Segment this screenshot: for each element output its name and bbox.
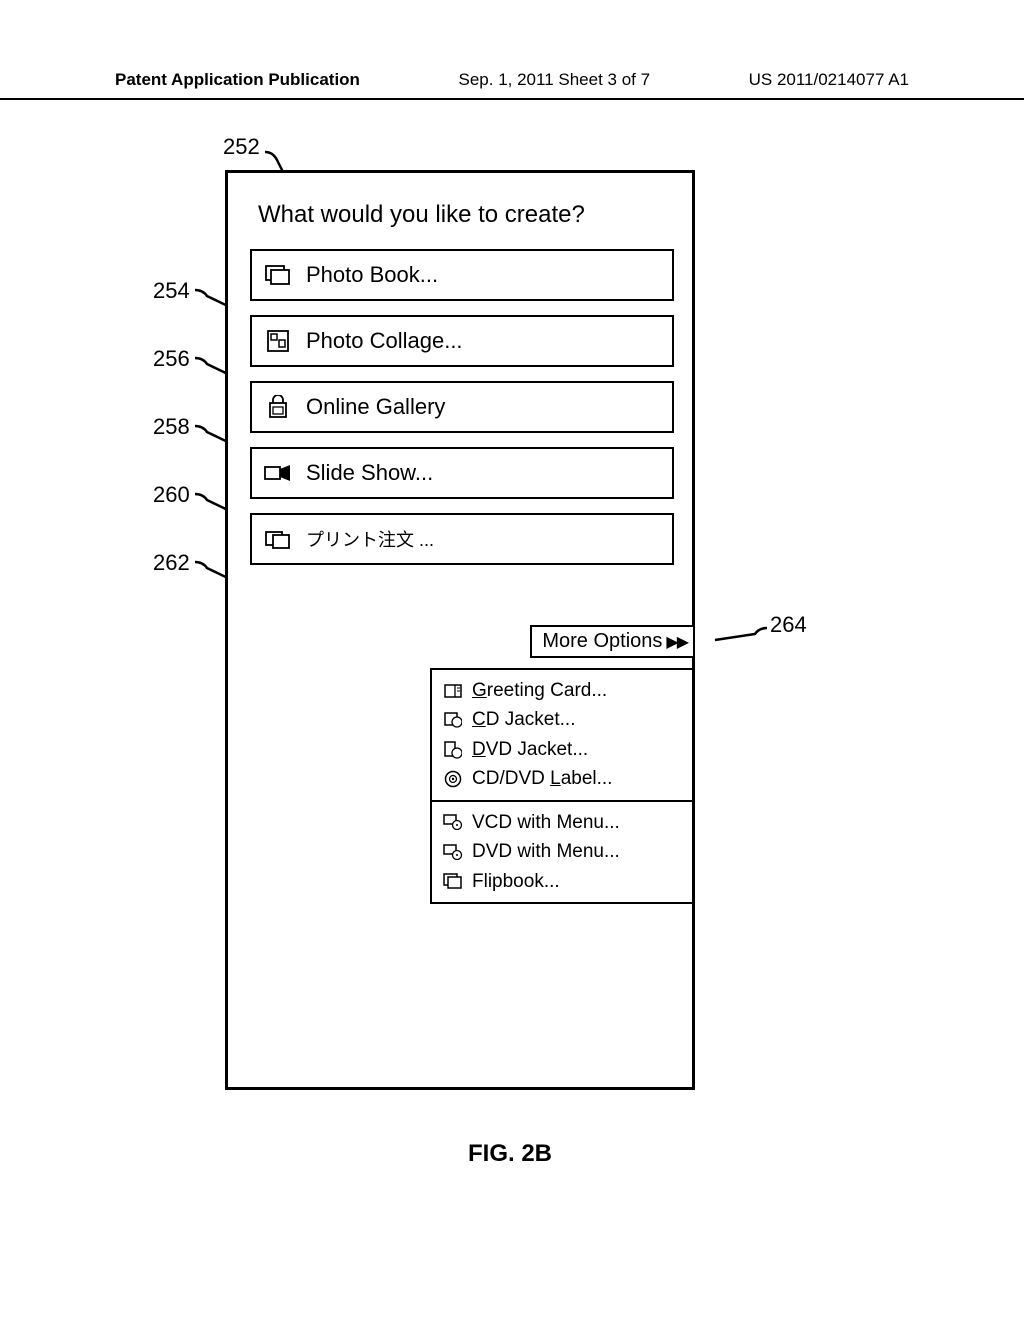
disc-label-icon [442, 770, 464, 788]
opt-label: Slide Show... [306, 460, 433, 486]
dvd-icon [442, 843, 464, 861]
opt-label: Photo Book... [306, 262, 438, 288]
menu-label: CD Jacket... [472, 705, 575, 734]
photo-book-icon [264, 264, 292, 286]
panel-title: What would you like to create? [228, 173, 692, 249]
opt-slide-show[interactable]: Slide Show... [250, 447, 674, 499]
menu-label: Greeting Card... [472, 676, 607, 705]
ref-256: 256 [153, 346, 190, 372]
pubnum: US 2011/0214077 A1 [749, 70, 909, 90]
opt-online-gallery[interactable]: Online Gallery [250, 381, 674, 433]
opt-photo-collage[interactable]: Photo Collage... [250, 315, 674, 367]
flipbook-icon [442, 872, 464, 890]
menu-label: CD/DVD Label... [472, 764, 612, 793]
sheet-label: Sep. 1, 2011 Sheet 3 of 7 [459, 70, 651, 90]
menu-greeting-card[interactable]: Greeting Card... [432, 676, 693, 705]
menu-cd-jacket[interactable]: CD Jacket... [432, 705, 693, 734]
page-header: Patent Application Publication Sep. 1, 2… [0, 70, 1024, 100]
menu-dvd[interactable]: DVD with Menu... [432, 837, 693, 866]
opt-label: プリント注文 ... [306, 526, 434, 552]
opt-label: Photo Collage... [306, 328, 463, 354]
figure-2b: 252 254 256 258 260 262 264 266 What wou… [115, 140, 905, 1180]
chevron-right-icon: ▶▶ [666, 632, 687, 652]
menu-separator [432, 800, 693, 802]
opt-print-order[interactable]: プリント注文 ... [250, 513, 674, 565]
more-label: More Options [542, 630, 662, 653]
ref-252: 252 [223, 134, 260, 160]
photo-collage-icon [264, 330, 292, 352]
ref-262: 262 [153, 550, 190, 576]
menu-label: VCD with Menu... [472, 808, 620, 837]
more-options-menu: Greeting Card... CD Jacket... DVD Jacket… [430, 668, 695, 904]
opt-photo-book[interactable]: Photo Book... [250, 249, 674, 301]
more-options-button[interactable]: More Options ▶▶ [530, 625, 695, 658]
menu-flipbook[interactable]: Flipbook... [432, 867, 693, 896]
greeting-card-icon [442, 682, 464, 700]
menu-dvd-jacket[interactable]: DVD Jacket... [432, 735, 693, 764]
dvd-jacket-icon [442, 741, 464, 759]
menu-cddvd-label[interactable]: CD/DVD Label... [432, 764, 693, 793]
vcd-icon [442, 813, 464, 831]
menu-label: DVD with Menu... [472, 837, 620, 866]
slide-show-icon [264, 462, 292, 484]
ref-260: 260 [153, 482, 190, 508]
cd-jacket-icon [442, 711, 464, 729]
pub-label: Patent Application Publication [115, 70, 360, 90]
online-gallery-icon [264, 396, 292, 418]
menu-label: Flipbook... [472, 867, 560, 896]
ref-258: 258 [153, 414, 190, 440]
menu-label: DVD Jacket... [472, 735, 588, 764]
figure-caption: FIG. 2B [115, 1140, 905, 1168]
menu-vcd[interactable]: VCD with Menu... [432, 808, 693, 837]
ref-254: 254 [153, 278, 190, 304]
create-panel: What would you like to create? Photo Boo… [225, 170, 695, 1090]
ref-264: 264 [770, 612, 807, 638]
print-order-icon [264, 528, 292, 550]
opt-label: Online Gallery [306, 394, 445, 420]
